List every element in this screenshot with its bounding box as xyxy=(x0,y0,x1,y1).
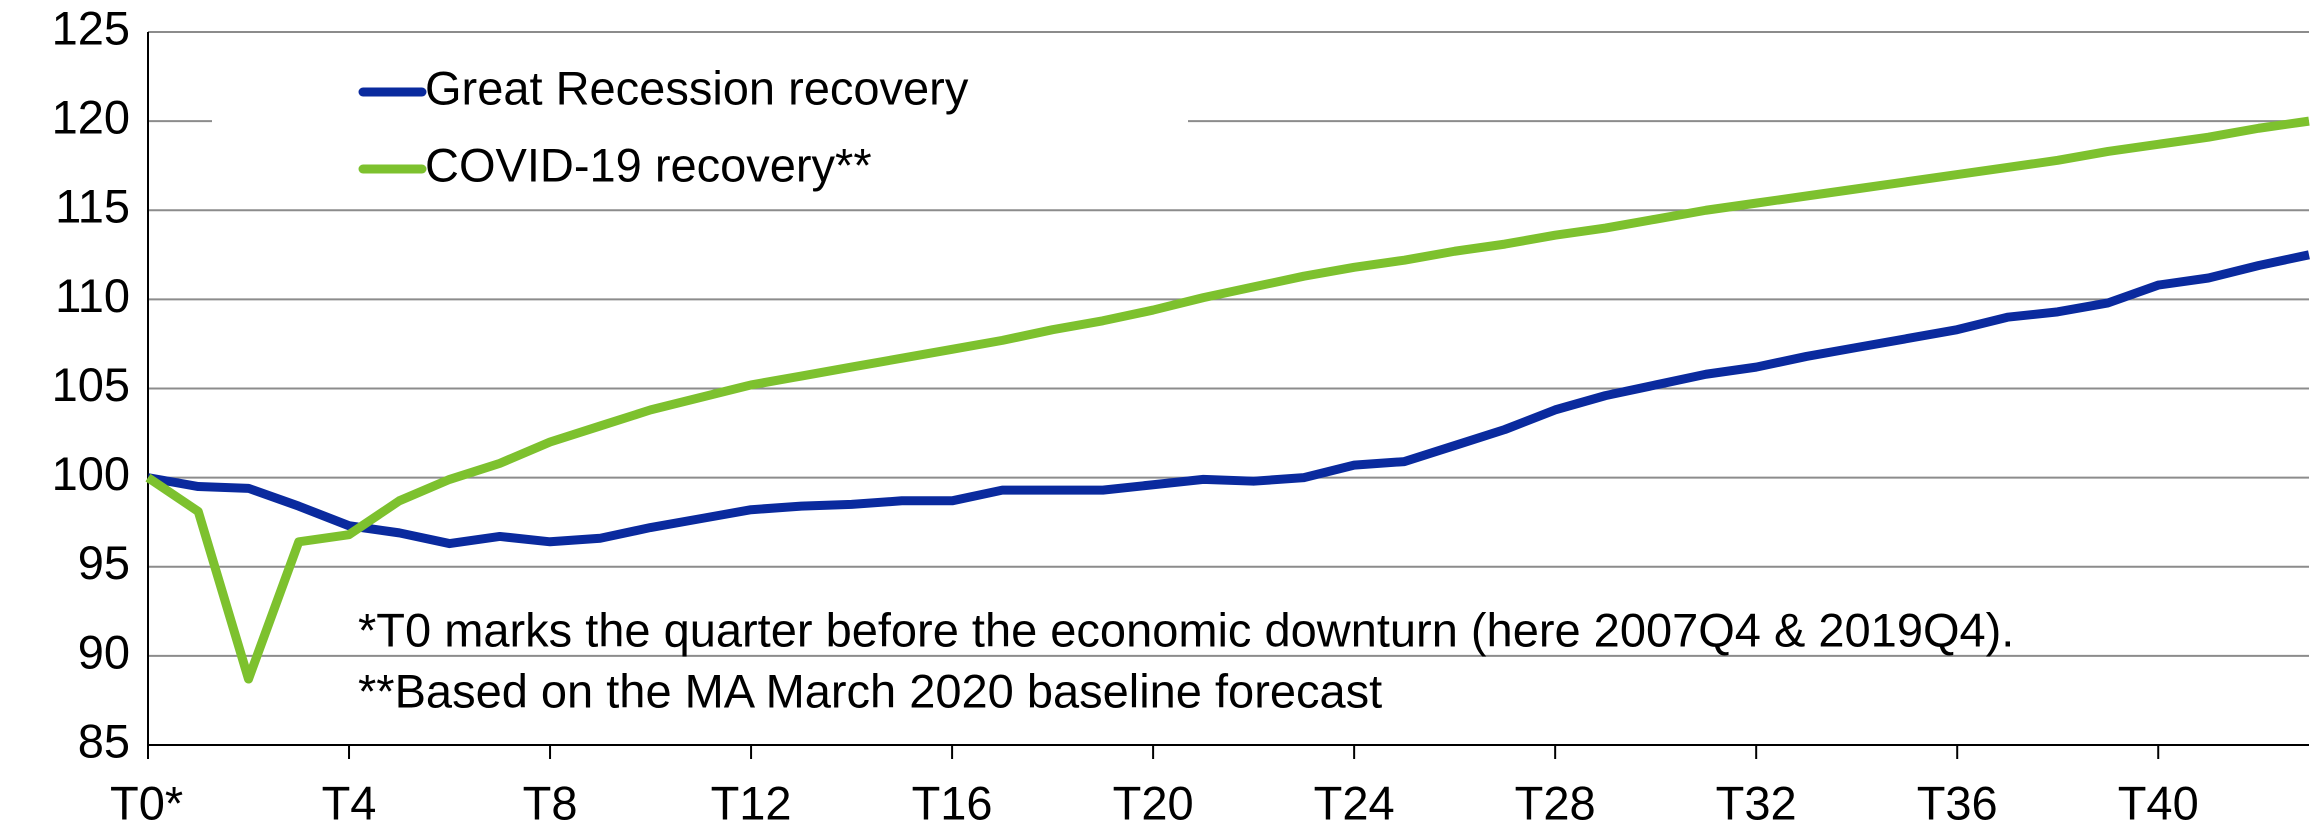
annotation: *T0 marks the quarter before the economi… xyxy=(358,603,2014,656)
x-tick-label: T8 xyxy=(523,776,578,829)
x-tick-label: T40 xyxy=(2118,776,2199,829)
series-line xyxy=(147,250,2310,549)
x-tick-label: T32 xyxy=(1716,776,1797,829)
y-tick-label: 110 xyxy=(55,269,130,322)
x-tick-label: T24 xyxy=(1314,776,1395,829)
x-tick-label: T20 xyxy=(1113,776,1194,829)
legend-label: Great Recession recovery xyxy=(425,61,969,114)
y-tick-label: 95 xyxy=(78,536,130,589)
legend-background xyxy=(212,50,1188,200)
series-line xyxy=(145,116,2310,684)
x-tick-label: T36 xyxy=(1917,776,1998,829)
y-tick-label: 120 xyxy=(52,91,130,144)
y-tick-label: 125 xyxy=(52,1,130,54)
y-tick-label: 115 xyxy=(55,180,130,233)
x-tick-label: T28 xyxy=(1515,776,1596,829)
y-tick-label: 105 xyxy=(52,358,130,411)
x-tick-label: T12 xyxy=(711,776,792,829)
y-tick-label: 90 xyxy=(78,625,130,678)
x-tick-label: T4 xyxy=(322,776,377,829)
legend-label: COVID-19 recovery** xyxy=(425,138,872,191)
x-tick-label: T16 xyxy=(912,776,993,829)
y-tick-label: 100 xyxy=(52,447,130,500)
y-tick-label: 85 xyxy=(78,714,130,767)
annotation: **Based on the MA March 2020 baseline fo… xyxy=(358,664,1382,717)
x-tick-label: T0* xyxy=(110,776,183,829)
